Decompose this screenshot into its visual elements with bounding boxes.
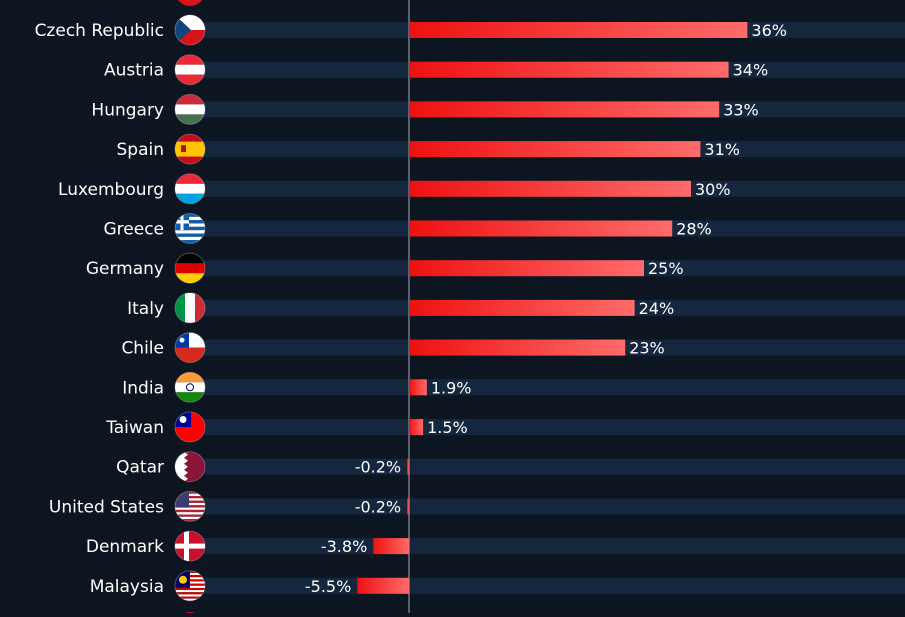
bar-track: [200, 498, 905, 515]
category-label: Taiwan: [105, 418, 164, 438]
value-label: 24%: [639, 299, 675, 318]
value-label: 31%: [704, 140, 740, 159]
value-label: 25%: [648, 259, 684, 278]
flag-hungary-icon: [174, 93, 206, 125]
value-label: 30%: [695, 180, 731, 199]
category-label: Chile: [121, 339, 164, 359]
category-label: Hungary: [91, 100, 164, 120]
value-label: -0.2%: [355, 497, 401, 516]
flag-germany-icon: [174, 252, 206, 284]
bar: [409, 260, 644, 277]
flag-greece-icon: [174, 213, 206, 244]
category-label: Austria: [104, 61, 164, 81]
bar-track: [200, 379, 905, 396]
flag-india-icon: [174, 371, 206, 403]
bar-track: [200, 419, 905, 435]
category-label: Denmark: [86, 537, 164, 557]
category-label: Spain: [117, 140, 165, 160]
value-label: -3.8%: [321, 537, 367, 556]
bar: [407, 498, 409, 515]
flag-partial-top-icon: [178, 0, 202, 6]
bar: [357, 577, 409, 594]
value-label: 1.9%: [431, 378, 472, 397]
flag-malaysia-icon: [174, 570, 206, 602]
bar-track: [200, 458, 905, 475]
bar-layer: [357, 22, 748, 594]
flag-luxembourg-icon: [174, 173, 206, 205]
label-layer: Czech Republic 36% Austria 34% Hungary 33% Spa…: [35, 14, 787, 602]
bar: [409, 339, 626, 356]
category-label: Greece: [103, 220, 164, 240]
bar: [409, 220, 673, 237]
bar: [373, 538, 409, 555]
value-label: 36%: [751, 21, 787, 40]
bar-track: [200, 538, 905, 555]
value-label: -0.2%: [355, 458, 401, 477]
flag-qatar-icon: [174, 451, 206, 483]
category-label: Luxembourg: [58, 180, 164, 200]
bar: [409, 299, 635, 316]
value-label: 33%: [723, 100, 759, 119]
bar: [409, 180, 691, 197]
value-label: 34%: [733, 61, 769, 80]
bar: [409, 61, 729, 78]
value-label: -5.5%: [305, 577, 351, 596]
flag-chile-icon: [174, 332, 206, 364]
flag-czech-republic-icon: [174, 14, 206, 46]
flag-austria-icon: [174, 54, 206, 86]
flag-spain-icon: [174, 133, 206, 165]
category-label: Malaysia: [90, 577, 164, 597]
bar: [409, 379, 427, 396]
value-label: 1.5%: [427, 418, 468, 437]
category-label: Qatar: [116, 458, 164, 478]
flag-united-states-icon: [174, 490, 206, 522]
bar: [407, 458, 409, 475]
category-label: United States: [49, 497, 164, 517]
category-label: Germany: [86, 259, 164, 279]
flag-italy-icon: [174, 292, 206, 324]
value-label: 28%: [676, 220, 712, 239]
flag-taiwan-icon: [174, 411, 206, 443]
category-label: Czech Republic: [35, 21, 164, 41]
bar: [409, 22, 748, 38]
value-label: 23%: [629, 339, 665, 358]
category-label: India: [122, 378, 164, 398]
bar: [409, 101, 720, 118]
category-label: Italy: [127, 299, 164, 319]
bar: [409, 141, 701, 158]
bar: [409, 419, 424, 435]
flag-denmark-icon: [174, 530, 206, 562]
